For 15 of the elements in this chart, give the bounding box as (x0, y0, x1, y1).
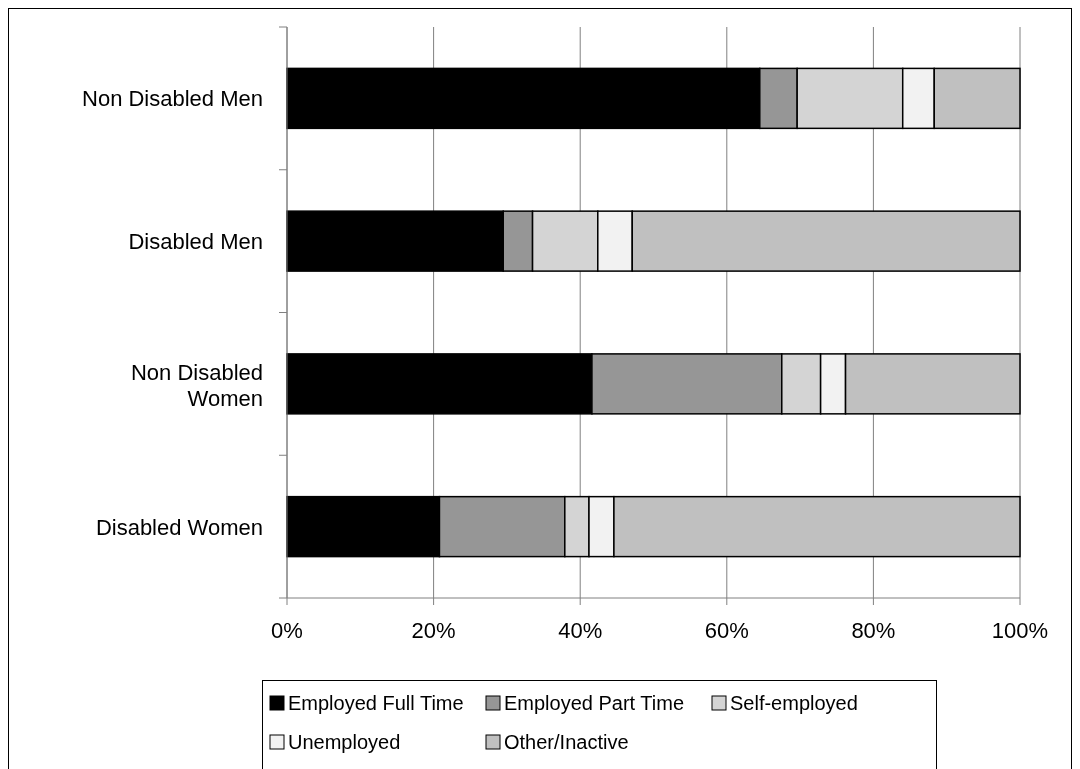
legend-label: Employed Part Time (504, 692, 685, 714)
legend-label: Other/Inactive (504, 731, 629, 753)
y-tick-label: Non Disabled Women (130, 359, 263, 411)
x-tick-label: 100% (991, 618, 1049, 643)
y-tick-label: Disabled Women (95, 514, 263, 540)
x-tick-label: 20% (411, 618, 456, 643)
x-tick-label: 0% (271, 618, 303, 643)
x-tick-label: 40% (558, 618, 603, 643)
legend-label: Employed Full Time (288, 692, 464, 714)
y-tick-label: Non Disabled Men (82, 85, 263, 111)
legend-label: Self-employed (730, 692, 858, 714)
x-tick-label: 60% (704, 618, 749, 643)
legend-label: Unemployed (288, 731, 401, 753)
y-tick-label: Disabled Men (128, 228, 263, 254)
x-tick-label: 80% (851, 618, 896, 643)
